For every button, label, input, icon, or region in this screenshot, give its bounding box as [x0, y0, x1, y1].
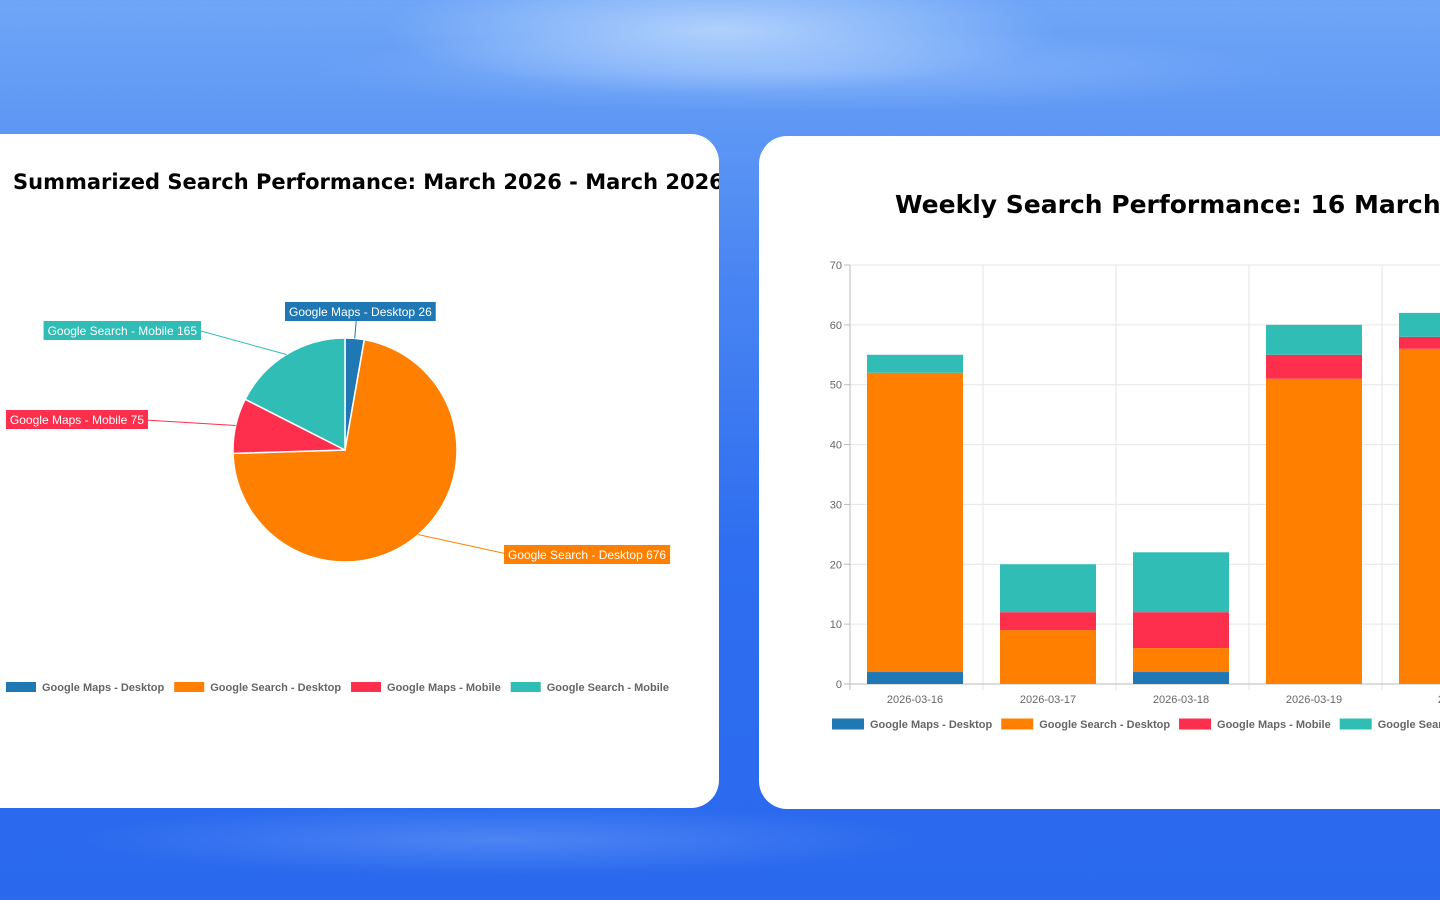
y-tick-label: 30	[830, 499, 842, 511]
legend-label: Google Maps - Mobile	[1217, 719, 1331, 731]
y-tick-label: 40	[830, 440, 842, 452]
bar-segment	[1133, 552, 1229, 613]
legend-label: Google Search - Desktop	[1039, 719, 1170, 731]
y-tick-label: 60	[830, 320, 842, 332]
y-tick-label: 70	[830, 260, 842, 272]
y-tick-label: 20	[830, 559, 842, 571]
pie-legend: Google Maps - Desktop Google Search - Des…	[6, 682, 669, 694]
bar-segment	[867, 672, 963, 684]
bar-segment	[1266, 378, 1362, 684]
bar-segment	[1399, 312, 1440, 337]
bar-segment	[1000, 630, 1096, 684]
legend-swatch	[832, 718, 864, 730]
legend-swatch	[174, 682, 205, 692]
x-tick-label: 2026-03-17	[1020, 694, 1076, 706]
pie-data-label: Google Maps - Desktop 26	[289, 305, 432, 319]
bar-segment	[1266, 354, 1362, 379]
pie-label-box	[285, 302, 436, 321]
x-tick-label: 2026-03-16	[887, 694, 943, 706]
summary-chart-title: Summarized Search Performance: March 202…	[13, 170, 719, 194]
bar-segment	[867, 354, 963, 373]
legend-swatch	[1339, 718, 1372, 730]
background-glow	[0, 0, 1440, 140]
bar-segment	[1133, 672, 1229, 684]
bar-segment	[1399, 348, 1440, 684]
weekly-chart-title: Weekly Search Performance: 16 March 2026…	[895, 190, 1440, 219]
x-tick-label: 2026-03-18	[1153, 694, 1209, 706]
pie-data-label: Google Maps - Mobile 75	[10, 413, 144, 427]
background-glow-bottom	[0, 800, 1440, 900]
summary-chart-card: Summarized Search Performance: March 202…	[0, 134, 719, 808]
legend-swatch	[6, 682, 36, 692]
legend-label: Google Search - Desktop	[210, 682, 341, 694]
bar-segment	[1399, 336, 1440, 349]
bar-segment	[1133, 648, 1229, 673]
x-tick-label: 2026-03-19	[1286, 694, 1342, 706]
y-tick-label: 0	[836, 679, 842, 691]
pie-leader-line	[418, 534, 513, 556]
y-tick-label: 50	[830, 380, 842, 392]
pie-label-box	[5, 410, 148, 429]
bar-segment	[1000, 612, 1096, 631]
pie-leader-line	[200, 330, 287, 356]
legend-label: Google Maps - Mobile	[387, 682, 501, 694]
legend-label: Google Search - Mobile	[547, 682, 669, 694]
pie-data-label: Google Search - Desktop 676	[508, 548, 666, 562]
bar-segment	[1266, 324, 1362, 355]
legend-swatch	[1179, 718, 1212, 730]
bar-segment	[1133, 612, 1229, 649]
pie-data-label: Google Search - Mobile 165	[48, 324, 198, 338]
weekly-chart-card: Weekly Search Performance: 16 March 2026…	[759, 136, 1440, 809]
x-tick-label: 202	[1438, 694, 1440, 706]
pie-label-box	[504, 545, 671, 564]
legend-swatch	[510, 682, 541, 692]
stacked-bar-chart: 0 10 20 30 40 50 60 70 2026-03-16 2026-03-17 2026-…	[830, 260, 1440, 731]
bar-legend: Google Maps - Desktop Google Search - Des…	[832, 718, 1440, 731]
legend-label: Google Maps - Desktop	[870, 719, 993, 731]
bar-segment	[1000, 564, 1096, 613]
pie-label-box	[43, 321, 201, 340]
bar-segment	[867, 372, 963, 673]
legend-label: Google Maps - Desktop	[42, 682, 165, 694]
legend-swatch	[1001, 718, 1034, 730]
pie-leader-line	[144, 419, 236, 427]
legend-swatch	[351, 682, 382, 692]
y-tick-label: 10	[830, 619, 842, 631]
legend-label: Google Search - Mobile	[1378, 719, 1440, 731]
pie-chart: Google Maps - Desktop 26 Google Search - …	[5, 302, 671, 694]
